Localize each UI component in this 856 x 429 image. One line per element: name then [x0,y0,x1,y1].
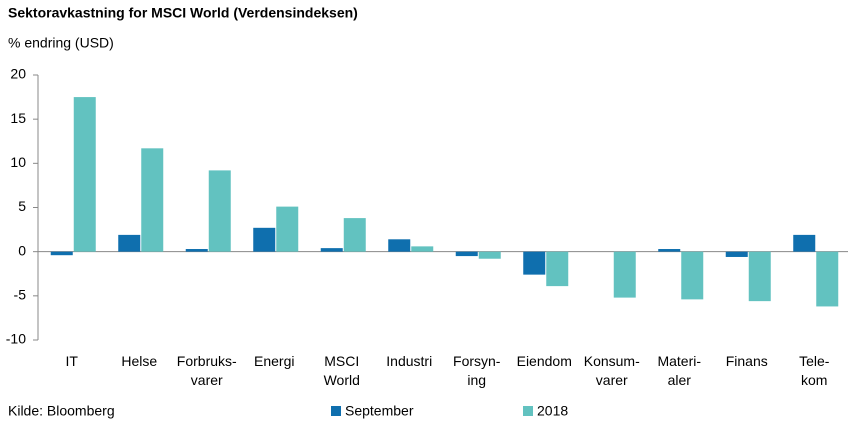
bar [411,246,434,252]
y-tick-label: 15 [10,110,26,126]
bar [141,148,164,252]
bar [50,251,73,256]
legend-label: 2018 [537,403,568,419]
bar [73,97,96,252]
bar [523,251,546,275]
bar [208,170,231,252]
x-tick-label: Konsum- varer [583,353,640,388]
x-tick-label: Energi [254,353,295,369]
y-tick-label: 10 [10,154,26,170]
bar [725,251,748,257]
bar [748,251,771,302]
bar [343,218,366,252]
chart-subtitle: % endring (USD) [8,35,114,51]
legend-label: September [345,403,414,419]
x-tick-label: Forbruks- varer [176,353,237,388]
x-tick-label: Forsyn- ing [453,353,501,388]
y-tick-label: 0 [18,242,26,258]
x-tick-label: Finans [725,353,768,369]
x-tick-label: Helse [121,353,158,369]
bar [793,234,816,252]
bar [388,239,411,252]
y-tick-label: -10 [6,331,26,347]
source: Kilde: Bloomberg [8,403,115,419]
bar [118,234,141,252]
bar [320,248,343,252]
x-tick-label: Industri [386,353,433,369]
y-tick-label: -5 [14,287,27,303]
bar [681,251,704,300]
legend-swatch [523,406,533,416]
bar [276,206,299,252]
y-tick-label: 20 [10,66,26,82]
bar [816,251,839,307]
x-tick-label: Tele- kom [799,353,830,388]
x-tick-label: Eiendom [516,353,572,369]
x-tick-label: Materi- aler [657,353,702,388]
chart-title: Sektoravkastning for MSCI World (Verdens… [8,5,358,21]
bar [478,251,501,259]
x-tick-label: MSCI World [323,353,360,388]
bar [455,251,478,257]
bar [546,251,569,287]
bar [253,227,276,252]
y-tick-label: 5 [18,198,26,214]
x-tick-label: IT [65,353,78,369]
bar [613,251,636,298]
bar [658,249,681,252]
legend-swatch [331,406,341,416]
bar [185,249,208,252]
